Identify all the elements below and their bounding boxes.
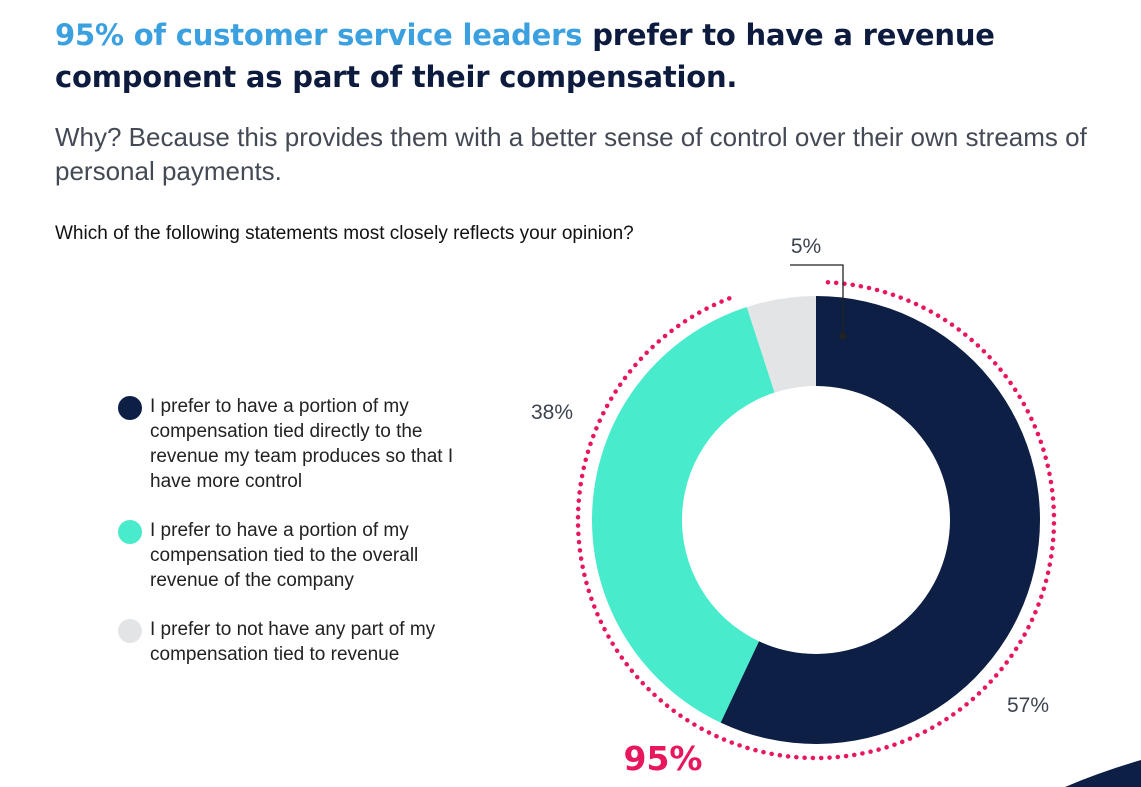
donut-slice-company-revenue: [592, 306, 775, 723]
donut-slices: [592, 296, 1040, 745]
legend-item-company-revenue: I prefer to have a portion of my compens…: [118, 518, 488, 593]
subheadline: Why? Because this provides them with a b…: [55, 122, 1087, 186]
combined-share-label: 95%: [624, 739, 703, 778]
legend-label-no-revenue: I prefer to not have any part of my comp…: [150, 619, 436, 665]
headline-rest: prefer to have a revenue component as pa…: [55, 18, 995, 94]
combined-share-ring: [575, 280, 1057, 761]
chart-question: Which of the following statements most c…: [55, 223, 634, 244]
slice-label-team-revenue: 57%: [1007, 694, 1049, 717]
legend-label-company-revenue: I prefer to have a portion of my compens…: [150, 520, 419, 591]
donut-slice-no-revenue: [746, 296, 816, 393]
small-slice-leader-line: [790, 264, 844, 336]
legend-label-team-revenue: I prefer to have a portion of my compens…: [150, 396, 454, 492]
legend-swatch-company-revenue: [118, 520, 142, 544]
headline-accent: 95% of customer service leaders: [55, 18, 583, 52]
small-slice-leader-dot: [839, 332, 847, 340]
legend-swatch-no-revenue: [118, 619, 142, 643]
legend-item-no-revenue: I prefer to not have any part of my comp…: [118, 617, 488, 667]
legend-item-team-revenue: I prefer to have a portion of my compens…: [118, 394, 488, 494]
chart-legend: I prefer to have a portion of my compens…: [118, 394, 488, 667]
headline: 95% of customer service leaders prefer t…: [55, 14, 1115, 98]
slice-label-company-revenue: 38%: [531, 401, 573, 424]
legend-swatch-team-revenue: [118, 396, 142, 420]
donut-slice-team-revenue: [720, 296, 1040, 745]
slice-label-no-revenue: 5%: [791, 235, 821, 258]
corner-decoration: [1065, 760, 1141, 787]
